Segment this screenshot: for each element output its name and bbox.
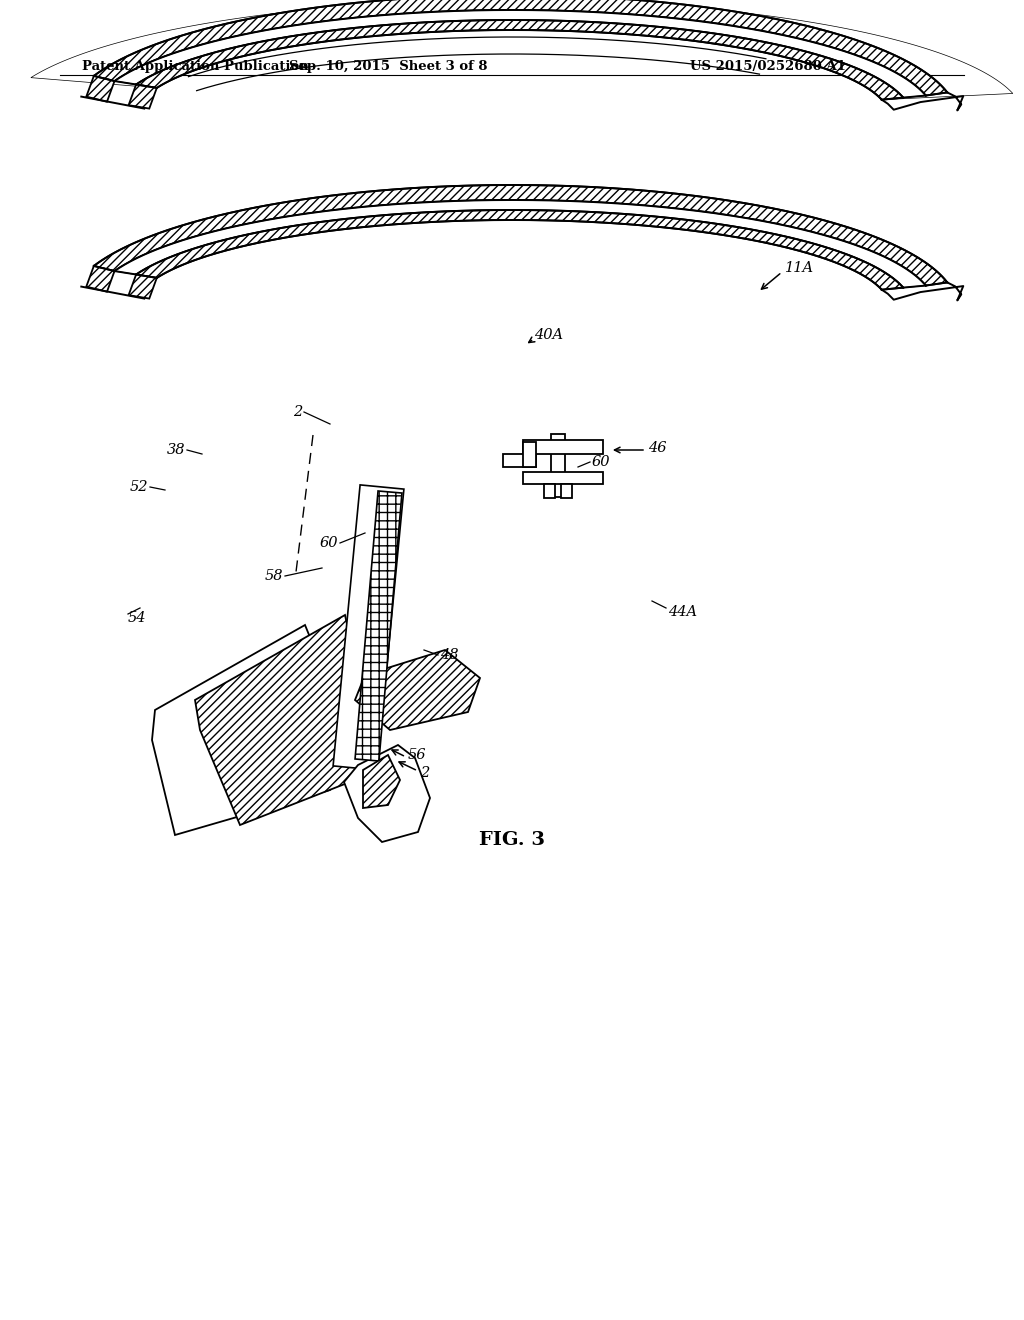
Polygon shape <box>362 755 400 808</box>
Polygon shape <box>86 77 115 102</box>
Text: 40A: 40A <box>534 327 563 342</box>
Text: 2: 2 <box>293 405 302 418</box>
Text: Patent Application Publication: Patent Application Publication <box>82 59 309 73</box>
Text: 11A: 11A <box>785 261 814 275</box>
Text: FIG. 3: FIG. 3 <box>479 832 545 849</box>
Text: 60: 60 <box>319 536 338 550</box>
Polygon shape <box>503 454 536 467</box>
Text: 46: 46 <box>648 441 667 455</box>
Text: 2: 2 <box>420 766 429 780</box>
Text: 48: 48 <box>440 648 459 663</box>
Polygon shape <box>561 484 572 498</box>
Polygon shape <box>86 265 115 292</box>
Polygon shape <box>523 442 536 467</box>
Text: 44A: 44A <box>668 605 697 619</box>
Polygon shape <box>129 275 157 298</box>
Text: 58: 58 <box>264 569 283 583</box>
Polygon shape <box>152 624 360 836</box>
Polygon shape <box>94 0 947 95</box>
Text: 38: 38 <box>167 444 185 457</box>
Polygon shape <box>136 210 903 289</box>
Polygon shape <box>31 0 1013 100</box>
Text: 54: 54 <box>128 611 146 624</box>
Text: Sep. 10, 2015  Sheet 3 of 8: Sep. 10, 2015 Sheet 3 of 8 <box>289 59 487 73</box>
Polygon shape <box>129 84 157 108</box>
Text: US 2015/0252680 A1: US 2015/0252680 A1 <box>690 59 846 73</box>
Polygon shape <box>344 744 430 842</box>
Polygon shape <box>115 11 926 98</box>
Text: 60: 60 <box>592 455 610 469</box>
Polygon shape <box>115 201 926 288</box>
Polygon shape <box>544 484 555 498</box>
Polygon shape <box>355 649 480 730</box>
Polygon shape <box>195 615 375 825</box>
Polygon shape <box>551 434 565 498</box>
Polygon shape <box>136 20 903 100</box>
Polygon shape <box>523 473 603 484</box>
Text: 56: 56 <box>408 748 427 762</box>
Polygon shape <box>355 491 402 762</box>
Polygon shape <box>523 440 603 454</box>
Text: 52: 52 <box>129 480 148 494</box>
Polygon shape <box>94 185 947 285</box>
Polygon shape <box>333 484 403 770</box>
Polygon shape <box>397 30 947 282</box>
